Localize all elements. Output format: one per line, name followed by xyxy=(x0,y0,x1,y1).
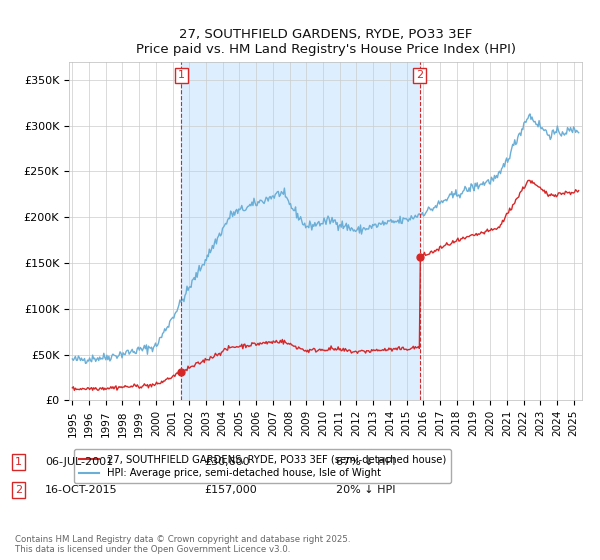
Bar xyxy=(181,62,420,400)
Text: 20% ↓ HPI: 20% ↓ HPI xyxy=(336,485,395,495)
Title: 27, SOUTHFIELD GARDENS, RYDE, PO33 3EF
Price paid vs. HM Land Registry's House P: 27, SOUTHFIELD GARDENS, RYDE, PO33 3EF P… xyxy=(136,28,515,56)
Text: 06-JUL-2001: 06-JUL-2001 xyxy=(45,457,113,467)
Text: Contains HM Land Registry data © Crown copyright and database right 2025.
This d: Contains HM Land Registry data © Crown c… xyxy=(15,535,350,554)
Text: 1: 1 xyxy=(15,457,22,467)
Text: 2: 2 xyxy=(15,485,22,495)
Text: 1: 1 xyxy=(178,71,185,80)
Text: 67% ↓ HPI: 67% ↓ HPI xyxy=(336,457,395,467)
Text: 2: 2 xyxy=(416,71,424,80)
Legend: 27, SOUTHFIELD GARDENS, RYDE, PO33 3EF (semi-detached house), HPI: Average price: 27, SOUTHFIELD GARDENS, RYDE, PO33 3EF (… xyxy=(74,450,451,483)
Text: £157,000: £157,000 xyxy=(204,485,257,495)
Text: £30,600: £30,600 xyxy=(204,457,250,467)
Text: 16-OCT-2015: 16-OCT-2015 xyxy=(45,485,118,495)
